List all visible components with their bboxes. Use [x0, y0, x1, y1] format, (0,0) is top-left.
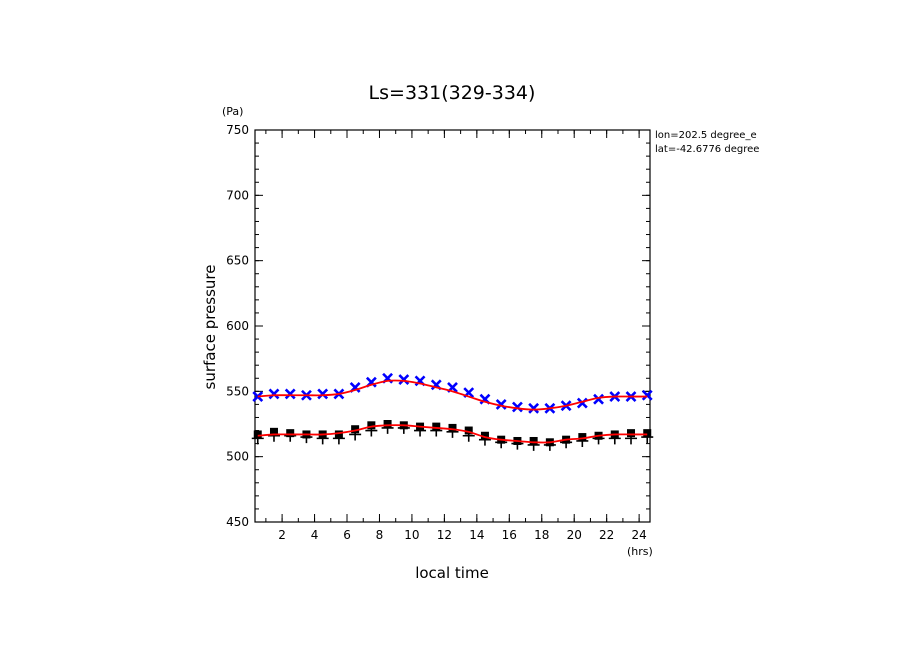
black-square-point: [448, 423, 457, 432]
red-fit-curve: [257, 424, 648, 444]
blue-x-point: [268, 388, 280, 400]
blue-x-point: [495, 398, 507, 410]
y-tick-label: 550: [226, 384, 249, 398]
red-fit-curve: [257, 379, 648, 411]
x-unit-label: (hrs): [627, 545, 653, 558]
x-tick-label: 20: [567, 528, 582, 542]
y-tick-label: 450: [226, 515, 249, 529]
black-square-point: [269, 427, 278, 436]
black-square-point: [464, 426, 473, 435]
black-square-point: [367, 421, 376, 430]
x-tick-label: 22: [599, 528, 614, 542]
black-square-point: [351, 425, 360, 434]
x-tick-label: 18: [534, 528, 549, 542]
x-tick-label: 10: [404, 528, 419, 542]
black-square-point: [286, 429, 295, 438]
blue-x-point: [398, 374, 410, 385]
x-tick-label: 4: [311, 528, 319, 542]
y-tick-label: 700: [226, 188, 249, 202]
location-lat-label: lat=-42.6776 degree: [655, 144, 759, 155]
x-tick-label: 24: [631, 528, 646, 542]
y-tick-label: 500: [226, 450, 249, 464]
x-tick-label: 16: [502, 528, 517, 542]
blue-x-point: [284, 388, 296, 400]
blue-x-point: [511, 401, 523, 413]
axes-group: 2 4 6 8 10 12 14 16 18 20 22 2445050055060065070075…: [226, 123, 651, 542]
black-square-point: [627, 429, 636, 438]
y-axis-label: surface pressure: [201, 265, 219, 390]
x-tick-label: 2: [278, 528, 286, 542]
black-square-point: [480, 431, 489, 440]
y-unit-label: (Pa): [222, 105, 243, 118]
x-axis-label: local time: [415, 564, 489, 582]
blue-x-point: [317, 388, 329, 400]
chart-title: Ls=331(329-334): [369, 82, 536, 104]
y-tick-label: 650: [226, 254, 249, 268]
x-tick-label: 14: [469, 528, 484, 542]
black-square-point: [643, 429, 652, 438]
plot-area: [251, 372, 654, 451]
plot-frame: [254, 129, 651, 523]
black-square-point: [383, 420, 392, 428]
y-tick-label: 750: [226, 123, 249, 137]
black-square-point: [529, 436, 538, 445]
location-lon-label: lon=202.5 degree_e: [655, 130, 757, 141]
black-square-point: [432, 422, 441, 431]
blue-x-point: [593, 393, 604, 405]
black-square-point: [253, 430, 262, 439]
blue-x-point: [641, 389, 653, 401]
y-tick-label: 600: [226, 319, 249, 333]
x-tick-label: 8: [376, 528, 384, 542]
blue-x-point: [528, 402, 540, 414]
x-tick-label: 12: [437, 528, 452, 542]
black-square-point: [334, 430, 343, 439]
black-square-point: [578, 433, 587, 442]
x-tick-label: 6: [343, 528, 351, 542]
